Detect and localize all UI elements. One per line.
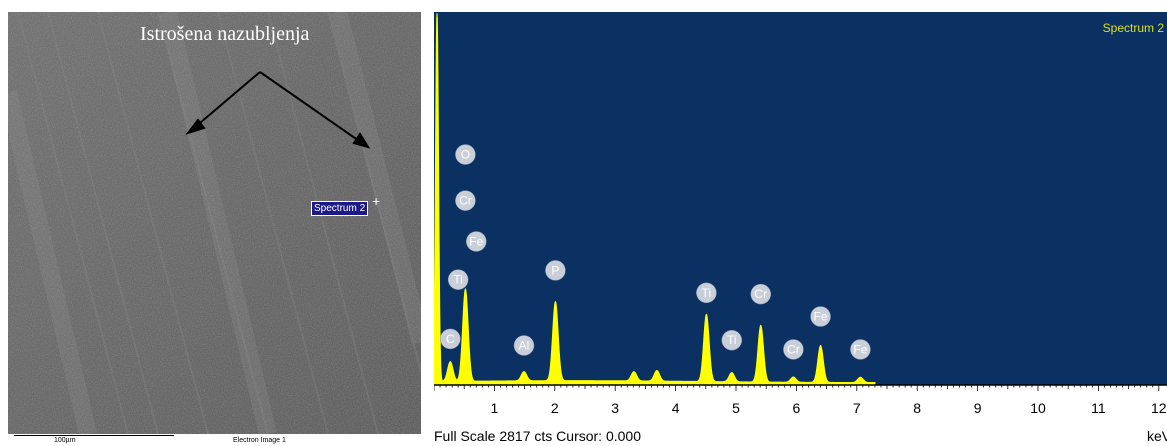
peak-label-bubble <box>447 269 469 290</box>
peak-label-text: C <box>446 332 455 346</box>
peak-point <box>523 375 525 377</box>
sem-image <box>8 12 421 434</box>
plot-background <box>434 12 1167 385</box>
sem-annotation: Istrošena nazubljenja <box>140 23 310 45</box>
peak-label-bubble <box>810 306 831 327</box>
peak-label: Ti <box>447 269 469 290</box>
peak-point <box>464 292 467 294</box>
peak-label-bubble <box>513 335 535 356</box>
peak-point <box>656 373 658 376</box>
crosshair-icon: + <box>372 193 381 209</box>
peak-label-text: Cr <box>459 194 472 208</box>
x-tick-label: 2 <box>551 400 559 416</box>
x-tick-label: 6 <box>793 400 801 416</box>
peak-label-bubble <box>466 231 487 252</box>
footer-status: Full Scale 2817 cts Cursor: 0.000 <box>434 428 641 444</box>
peak-label-bubble <box>455 190 476 211</box>
peak-label-bubble <box>750 283 772 305</box>
spectrum-area <box>434 13 876 386</box>
peak-label-bubble <box>783 339 804 360</box>
peak-label: P <box>545 260 566 281</box>
peak-label: Cr <box>455 190 476 211</box>
peak-label-text: Ti <box>727 333 737 347</box>
peak-point <box>731 375 733 377</box>
x-tick-label: 7 <box>853 400 861 416</box>
spectrum-marker-label: Spectrum 2 <box>311 201 369 216</box>
x-tick-label: 9 <box>974 400 982 416</box>
peak-label-bubble <box>455 144 476 165</box>
peak-label-text: O <box>461 148 470 162</box>
peak-point <box>792 379 794 381</box>
peak-label: Cr <box>750 283 772 305</box>
electron-image-label: Electron Image 1 <box>233 437 286 444</box>
peak-label-bubble <box>545 260 566 281</box>
peak-label-text: Ti <box>453 273 463 287</box>
peak-label-bubble <box>721 329 743 351</box>
peak-label-bubble <box>696 282 717 304</box>
scale-bar <box>14 435 174 436</box>
sem-footer <box>8 434 421 446</box>
peak-label: Fe <box>850 339 871 360</box>
peak-point <box>859 379 862 381</box>
peak-label-text: P <box>551 263 559 277</box>
x-tick-label: 8 <box>913 400 921 416</box>
x-tick-label: 1 <box>491 400 499 416</box>
peak-point <box>633 375 635 377</box>
peak-label-text: Fe <box>814 310 828 324</box>
x-tick-label: 3 <box>611 400 619 416</box>
peak-label: Fe <box>810 306 831 327</box>
peak-label: C <box>440 328 461 350</box>
peak-point <box>819 347 822 349</box>
peak-label: Fe <box>466 231 487 252</box>
peak-point <box>554 305 557 307</box>
sem-texture <box>8 12 421 434</box>
peak-label-bubble <box>440 328 461 350</box>
peak-label: Ti <box>721 329 743 351</box>
peak-point <box>436 13 438 15</box>
peak-point <box>449 364 451 366</box>
x-axis-unit: keV <box>1147 428 1167 444</box>
peak-point <box>705 317 708 319</box>
chart-title: Spectrum 2 <box>1102 21 1164 35</box>
peak-label: Cr <box>783 339 804 360</box>
x-tick-label: 4 <box>672 400 680 416</box>
peak-label: Ti <box>696 282 717 304</box>
axis-area <box>434 385 1167 428</box>
scale-bar-label: 100µm <box>54 437 76 444</box>
x-tick-label: 11 <box>1091 400 1106 416</box>
x-tick-label: 5 <box>732 400 740 416</box>
peak-label-text: Cr <box>787 342 800 356</box>
peak-label-text: Fe <box>853 342 867 356</box>
peak-label-text: Al <box>519 338 530 352</box>
peak-label: Al <box>513 335 535 356</box>
x-tick-label: 12 <box>1151 400 1167 416</box>
peak-label: O <box>455 144 476 165</box>
peak-label-text: Fe <box>469 234 483 248</box>
eds-spectrum-chart: 1 2 3 4 5 6 7 8 9 10 11 12 O Cr Fe Ti C Al P Ti Ti Cr Cr Fe Fe S… <box>434 12 1167 446</box>
peak-label-text: Ti <box>702 286 712 300</box>
peak-label-text: Cr <box>754 287 767 301</box>
peak-point <box>760 327 762 329</box>
peak-label-bubble <box>850 339 871 360</box>
x-tick-label: 10 <box>1030 400 1046 416</box>
